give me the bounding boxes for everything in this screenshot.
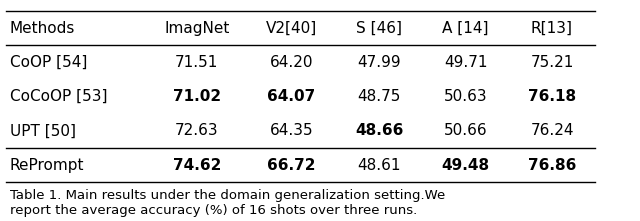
Text: 64.20: 64.20 (269, 55, 313, 70)
Text: Table 1. Main results under the domain generalization setting.We
report the aver: Table 1. Main results under the domain g… (10, 189, 445, 217)
Text: 76.18: 76.18 (528, 89, 576, 104)
Text: 49.71: 49.71 (444, 55, 487, 70)
Text: 75.21: 75.21 (531, 55, 573, 70)
Text: S [46]: S [46] (356, 21, 402, 36)
Text: 66.72: 66.72 (267, 158, 316, 173)
Text: ImagNet: ImagNet (164, 21, 230, 36)
Text: 64.35: 64.35 (269, 124, 313, 138)
Text: 76.24: 76.24 (531, 124, 573, 138)
Text: UPT [50]: UPT [50] (10, 124, 76, 138)
Text: 74.62: 74.62 (173, 158, 221, 173)
Text: 50.63: 50.63 (444, 89, 488, 104)
Text: 71.51: 71.51 (175, 55, 218, 70)
Text: 71.02: 71.02 (173, 89, 221, 104)
Text: 50.66: 50.66 (444, 124, 488, 138)
Text: R[13]: R[13] (531, 21, 573, 36)
Text: 48.75: 48.75 (358, 89, 401, 104)
Text: Methods: Methods (10, 21, 75, 36)
Text: CoOP [54]: CoOP [54] (10, 55, 87, 70)
Text: A [14]: A [14] (442, 21, 489, 36)
Text: 49.48: 49.48 (442, 158, 490, 173)
Text: V2[40]: V2[40] (266, 21, 317, 36)
Text: 47.99: 47.99 (357, 55, 401, 70)
Text: 72.63: 72.63 (175, 124, 219, 138)
Text: 64.07: 64.07 (267, 89, 316, 104)
Text: CoCoOP [53]: CoCoOP [53] (10, 89, 107, 104)
Text: 76.86: 76.86 (528, 158, 576, 173)
Text: RePrompt: RePrompt (10, 158, 84, 173)
Text: 48.61: 48.61 (358, 158, 401, 173)
Text: 48.66: 48.66 (355, 124, 403, 138)
